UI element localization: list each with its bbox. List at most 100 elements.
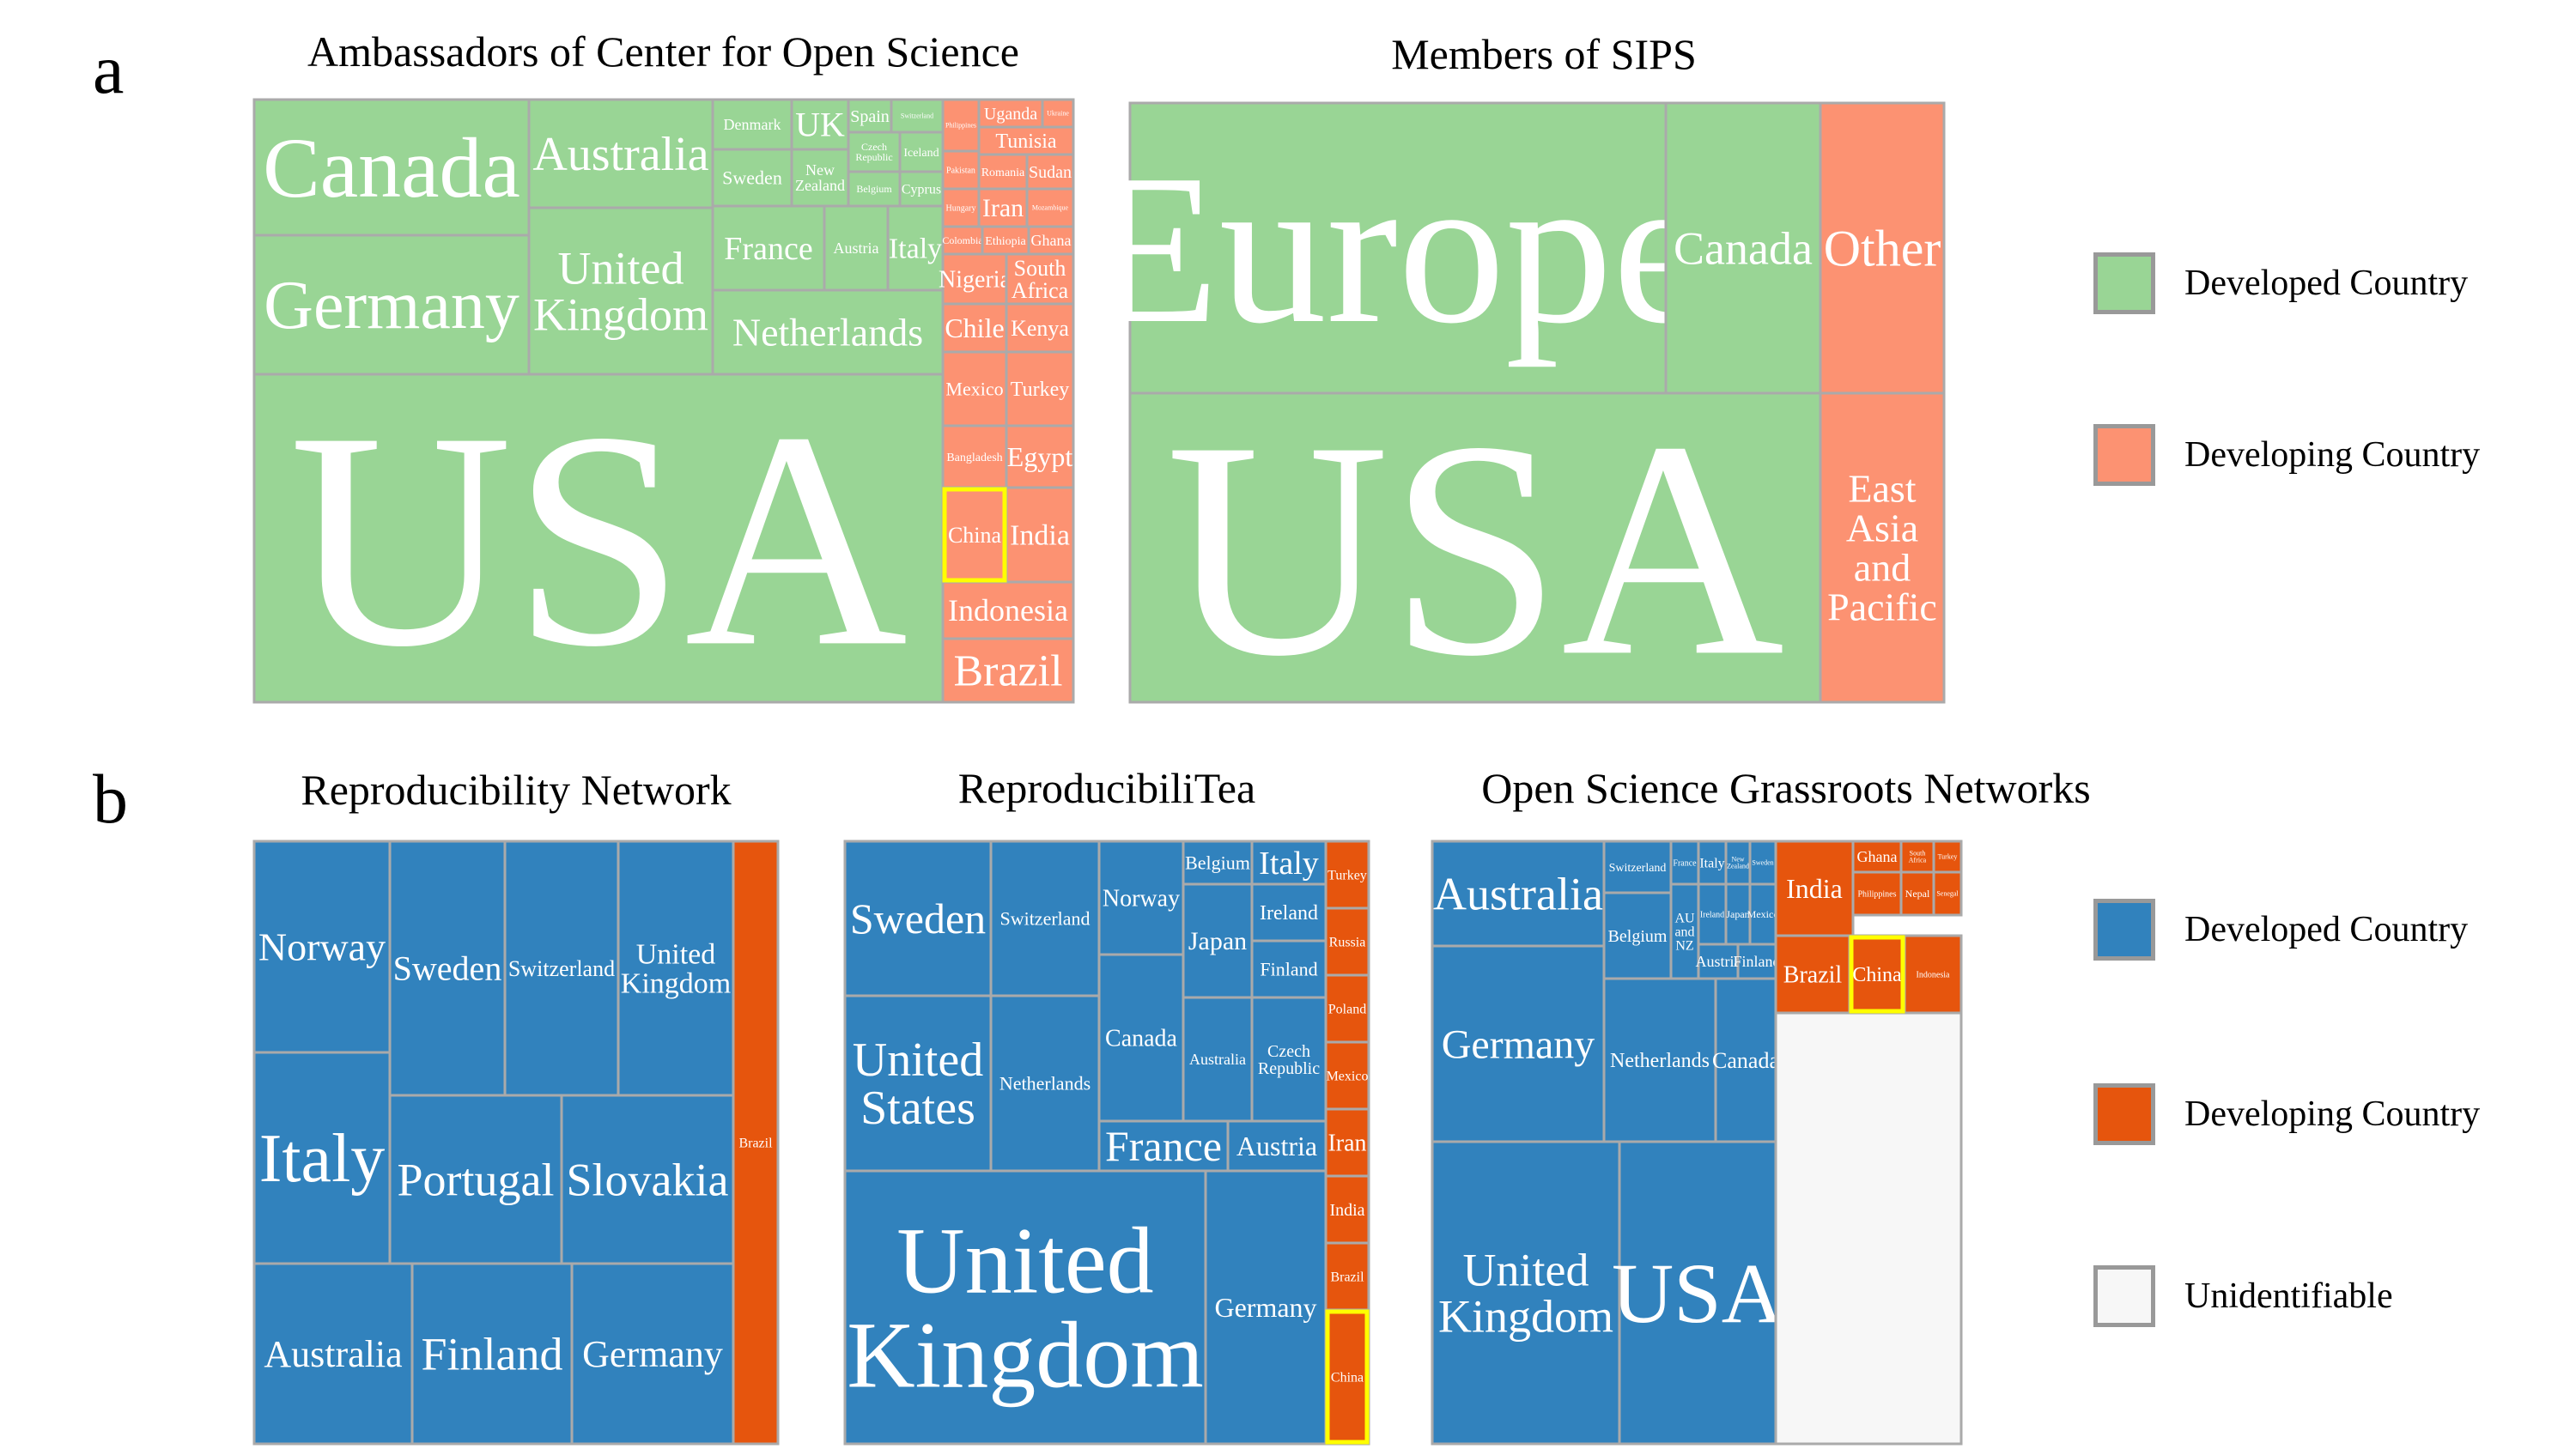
tile-turkey (1005, 350, 1075, 427)
tile-label-united-kingdom: United Kingdom (1438, 1244, 1613, 1342)
tile-label-portugal: Portugal (398, 1154, 555, 1205)
tile-label-belgium: Belgium (1185, 852, 1250, 873)
tile-label-italy: Italy (259, 1121, 386, 1197)
legend-swatch (2093, 1265, 2155, 1327)
tile-label-canada: Canada (1674, 222, 1813, 274)
tile-label-turkey: Turkey (1938, 853, 1958, 861)
tile-label-egypt: Egypt (1007, 441, 1073, 472)
tile-label-sweden: Sweden (393, 949, 502, 988)
tile-india (1774, 840, 1855, 937)
tile-label-ukraine: Ukraine (1047, 110, 1069, 118)
tile-label-new-zealand: New Zealand (795, 161, 845, 194)
panel-label-a: a (93, 30, 125, 108)
tile-australia (252, 1262, 414, 1446)
tile-united-kingdom (843, 1169, 1207, 1446)
tile-label-france: France (1673, 858, 1697, 868)
legend-label: Developing Country (2184, 1094, 2481, 1134)
tile-japan (1182, 882, 1254, 999)
tile-label-finland: Finland (1260, 958, 1317, 979)
tile-brazil (1324, 1241, 1370, 1312)
tile-label-mexico: Mexico (1747, 908, 1779, 920)
tile-sweden (1748, 840, 1777, 886)
highlight-box (1325, 1309, 1370, 1445)
tile-label-ireland: Ireland (1700, 910, 1724, 919)
tile-label-usa: USA (1166, 377, 1784, 719)
tile-label-austria: Austria (1696, 953, 1741, 970)
tile-italy (886, 204, 945, 292)
tile-canada (1664, 101, 1822, 395)
tile-label-turkey: Turkey (1327, 868, 1367, 882)
legend-label: Developing Country (2184, 435, 2481, 475)
tile-label-indonesia: Indonesia (1917, 970, 1950, 979)
tile-label-czech-republic: Czech Republic (855, 141, 892, 163)
tile-label-south-africa: South Africa (1012, 256, 1069, 303)
tile-label-mexico: Mexico (945, 378, 1003, 399)
tile-label-canada: Canada (1105, 1026, 1178, 1052)
tile-label-au-and-nz: AU and NZ (1674, 911, 1695, 953)
tile-romania (977, 153, 1029, 191)
tile-label-slovakia: Slovakia (567, 1154, 729, 1205)
tile-label-ethiopia: Ethiopia (985, 235, 1026, 248)
tile-turkey (1932, 840, 1963, 874)
tile-label-senegal: Senegal (1936, 890, 1959, 898)
tile-label-germany: Germany (1214, 1292, 1316, 1323)
tile-label-germany: Germany (264, 268, 519, 343)
tile-label-switzerland: Switzerland (508, 956, 615, 981)
legend-a-developed: Developed Country (2093, 249, 2468, 318)
tile-other (1819, 101, 1946, 395)
legend-swatch (2093, 252, 2155, 314)
tile-label-sweden: Sweden (850, 894, 986, 943)
tile-india (1005, 486, 1075, 584)
tile-label-sweden: Sweden (722, 167, 782, 188)
chart-title-sips-members: Members of SIPS (1391, 30, 1697, 78)
tile-usa (1128, 391, 1822, 704)
tile-label-australia: Australia (1189, 1051, 1246, 1068)
tile-united-kingdom (527, 206, 714, 376)
tile-label-new-zealand: New Zealand (1727, 856, 1749, 870)
tile-europe (1128, 101, 1668, 395)
tile-label-nigeria: Nigeria (939, 267, 1012, 294)
tile-label-south-africa: South Africa (1909, 850, 1927, 864)
tile-label-netherlands: Netherlands (732, 311, 923, 355)
tile-label-norway: Norway (1103, 886, 1180, 912)
tile-label-usa: USA (289, 367, 908, 710)
tile-label-finland: Finland (421, 1328, 562, 1379)
tile-label-colombia: Colombia (942, 234, 983, 246)
tile-label-romania: Romania (981, 167, 1025, 179)
legend-label: Developed Country (2184, 264, 2469, 303)
tile-label-india: India (1010, 520, 1070, 552)
tile-portugal (388, 1094, 563, 1265)
tile-label-netherlands: Netherlands (1610, 1050, 1710, 1072)
tile-label-uganda: Uganda (984, 105, 1037, 124)
tile-label-india: India (1329, 1201, 1364, 1220)
tile-tunisia (977, 125, 1075, 156)
tile-label-indonesia: Indonesia (948, 593, 1068, 627)
tile-label-poland: Poland (1328, 1002, 1366, 1016)
treemap-open-science-grassroots-networks: Australia Switzerland France Italy New Zealan… (1431, 840, 1963, 1446)
chart-title-reproducibility-network: Reproducibility Network (301, 766, 732, 814)
tile-ghana (1851, 840, 1903, 874)
tile-label-china: China (1852, 964, 1902, 986)
panel-label-b: b (93, 760, 128, 838)
tile-label-sudan: Sudan (1029, 163, 1072, 182)
tile-label-bangladesh: Bangladesh (946, 452, 1002, 464)
tile-label-india: India (1786, 873, 1843, 904)
tile-label-france: France (724, 231, 812, 267)
tile-germany (252, 233, 531, 376)
legend-swatch (2093, 899, 2155, 961)
legend-label: Developed Country (2184, 910, 2469, 949)
tile-label-turkey: Turkey (1011, 379, 1069, 401)
treemap-reproducibility-network: Norway Sweden Switzerland United Kingdom Ital… (252, 840, 780, 1446)
tile-label-europe: Europe (1088, 130, 1708, 368)
chart-title-reproducibilitea: ReproducibiliTea (957, 764, 1256, 812)
tile-label-united-kingdom: United Kingdom (621, 939, 731, 1000)
tile-label-australia: Australia (264, 1333, 402, 1375)
tile-label-norway: Norway (258, 925, 386, 969)
highlight-box (1849, 935, 1905, 1014)
tile-mexico (941, 350, 1008, 427)
tile-label-australia: Australia (1433, 868, 1603, 919)
chart-title-grassroots-networks: Open Science Grassroots Networks (1481, 764, 2091, 812)
